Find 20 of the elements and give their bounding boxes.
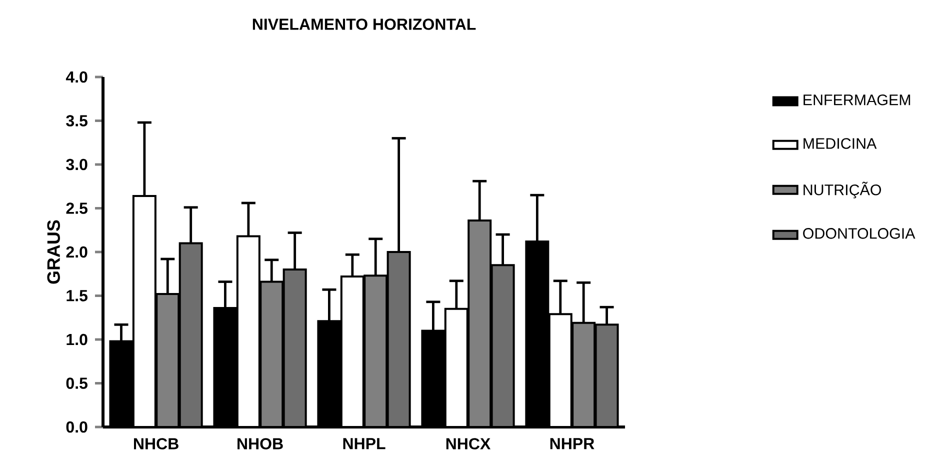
y-tick-label: 1.0 — [66, 334, 88, 346]
legend-label: MEDICINA — [804, 138, 877, 149]
y-axis-title: GRAUS — [47, 220, 60, 284]
y-tick-label: 1.5 — [66, 290, 88, 302]
legend-label: ENFERMAGEM — [804, 94, 910, 106]
y-tick-label: 3.0 — [66, 158, 88, 170]
x-tick-label: NHPL — [343, 438, 386, 450]
x-tick-label: NHPR — [550, 438, 594, 450]
y-tick-label: 0.5 — [66, 378, 88, 389]
y-tick-label: 2.5 — [66, 202, 88, 214]
chart-title: NIVELAMENTO HORIZONTAL — [252, 18, 476, 30]
y-tick-label: 2.0 — [66, 246, 88, 258]
legend-label: ODONTOLOGIA — [803, 228, 916, 239]
y-tick-label: 3.5 — [66, 115, 88, 126]
y-tick-label: 0.0 — [66, 421, 88, 433]
x-tick-label: NHCX — [446, 438, 491, 450]
legend-label: NUTRIÇÃO — [804, 182, 882, 198]
y-tick-label: 4.0 — [66, 71, 88, 83]
x-tick-label: NHCB — [134, 438, 178, 450]
x-tick-label: NHOB — [238, 438, 283, 450]
